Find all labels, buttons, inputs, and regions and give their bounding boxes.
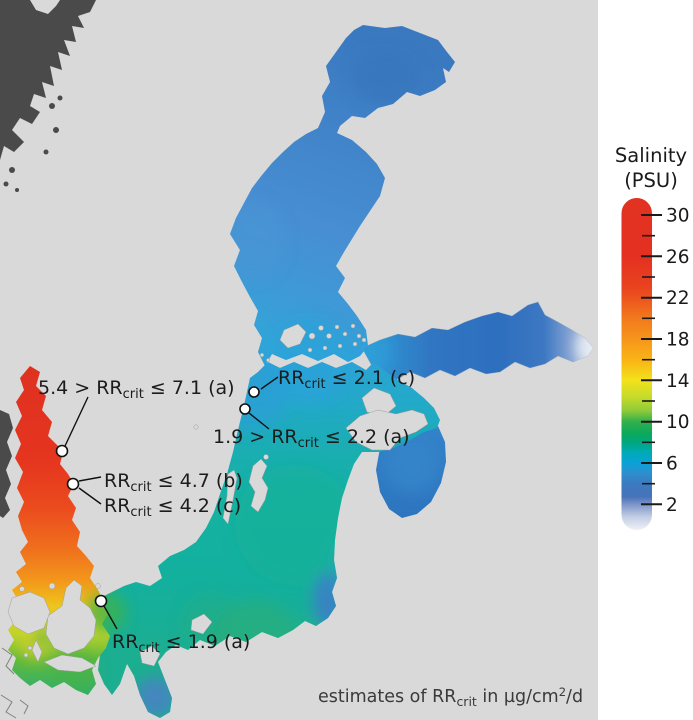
- station-marker: [66, 477, 80, 491]
- island-ruegen: [139, 645, 161, 667]
- colorbar-tick-label: 18: [666, 330, 690, 351]
- island-saaremaa: [345, 409, 429, 451]
- figure-caption: estimates of RRcrit in µg/cm2/d: [318, 685, 583, 709]
- island-oland: [222, 469, 238, 525]
- station-markers: [55, 386, 260, 608]
- station-marker: [94, 594, 108, 608]
- colorbar-tick-label: 10: [666, 412, 690, 433]
- colorbar-minor-ticks: [642, 234, 655, 485]
- dark-coastal-strip: [0, 410, 13, 518]
- colorbar-tick-label: 6: [666, 454, 678, 475]
- annotation-rrcrit-7-1: 5.4 > RRcrit ≤ 7.1 (a): [38, 377, 235, 402]
- sea-gulf-of-bothnia: [230, 25, 455, 366]
- dark-landmass: [0, 0, 96, 518]
- annotation-rrcrit-2-2: 1.9 > RRcrit ≤ 2.2 (a): [213, 426, 410, 451]
- island-bornholm: [190, 613, 213, 635]
- island-aland: [279, 323, 307, 349]
- colorbar: Salinity (PSU) 30 26 22 18 14: [615, 144, 690, 530]
- colorbar-tick-label: 22: [666, 288, 690, 309]
- colorbar-gradient-bar: [621, 198, 652, 530]
- colorbar-tick-label: 30: [666, 206, 690, 227]
- norway-coast: [0, 0, 96, 160]
- station-marker: [55, 444, 69, 458]
- annotation-rrcrit-4-7: RRcrit ≤ 4.7 (b): [104, 470, 243, 495]
- fjord-coastlines: [0, 647, 29, 719]
- island-gotland: [248, 458, 269, 513]
- island-sjaelland: [45, 579, 97, 655]
- colorbar-tick-label: 2: [666, 495, 678, 516]
- colorbar-tick-label: 26: [666, 247, 690, 268]
- island-hiiumaa: [361, 387, 397, 417]
- leader-lines: [64, 376, 279, 630]
- island-langeland: [31, 639, 43, 663]
- island-fyn: [7, 591, 51, 635]
- station-annotations: 5.4 > RRcrit ≤ 7.1 (a) RRcrit ≤ 2.1 (c) …: [38, 367, 415, 656]
- annotation-rrcrit-4-2: RRcrit ≤ 4.2 (c): [104, 495, 241, 520]
- annotation-rrcrit-2-1: RRcrit ≤ 2.1 (c): [278, 367, 415, 392]
- islands: [7, 323, 429, 673]
- colorbar-title-units: (PSU): [624, 169, 678, 192]
- colorbar-tick-label: 14: [666, 371, 690, 392]
- colorbar-title: Salinity: [615, 144, 687, 167]
- island-lolland: [43, 654, 97, 673]
- colorbar-major-ticks: [641, 214, 662, 506]
- colorbar-tick-labels: 30 26 22 18 14 10 6 2: [666, 206, 690, 516]
- station-marker: [248, 386, 260, 398]
- annotation-rrcrit-1-9: RRcrit ≤ 1.9 (a): [112, 631, 250, 656]
- station-marker: [239, 403, 251, 415]
